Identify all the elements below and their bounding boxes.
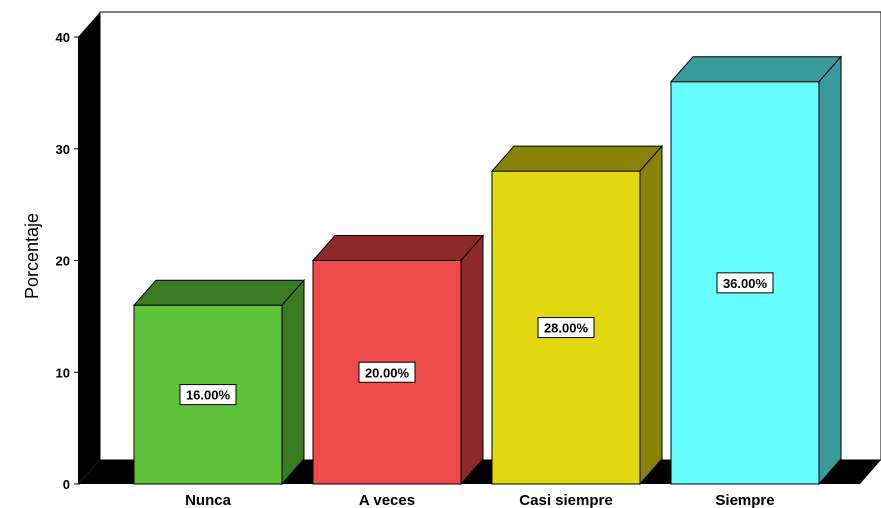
y-axis-label: Porcentaje xyxy=(22,213,42,299)
x-tick-label: Nunca xyxy=(185,492,232,508)
data-label: 28.00% xyxy=(544,321,589,336)
left-wall xyxy=(78,12,100,484)
bar-top xyxy=(132,279,306,306)
bar-side xyxy=(460,234,484,486)
y-tick-label: 10 xyxy=(56,365,70,380)
bar-side xyxy=(818,55,842,486)
data-label-box xyxy=(716,272,774,294)
data-label: 20.00% xyxy=(365,365,410,380)
y-tick-label: 20 xyxy=(56,254,70,269)
bar: 28.00% xyxy=(490,144,664,486)
data-label-box xyxy=(179,384,237,406)
y-tick-label: 30 xyxy=(56,142,70,157)
data-label: 16.00% xyxy=(186,388,231,403)
data-label-box xyxy=(537,317,595,339)
bar: 16.00% xyxy=(132,278,306,486)
y-tick-label: 0 xyxy=(63,477,70,492)
bar-side xyxy=(639,144,663,486)
bar: 36.00% xyxy=(669,55,843,486)
x-tick-label: A veces xyxy=(359,492,415,508)
bar: 20.00% xyxy=(311,234,485,486)
x-axis: Nunca A veces Casi siempre Siempre xyxy=(185,492,775,508)
bar-side xyxy=(281,278,305,486)
bars-group: 16.00% 20.00% 28.00% 36.00% xyxy=(132,55,843,486)
data-label-box xyxy=(358,361,416,383)
x-tick-label: Casi siempre xyxy=(519,492,612,508)
y-tick-label: 40 xyxy=(56,30,70,45)
bar-top xyxy=(490,145,664,172)
bar-top xyxy=(311,235,485,261)
x-tick-label: Siempre xyxy=(715,492,774,508)
data-label: 36.00% xyxy=(723,276,768,291)
y-axis: 0 10 20 30 40 xyxy=(56,30,80,492)
bar-top xyxy=(669,56,843,83)
